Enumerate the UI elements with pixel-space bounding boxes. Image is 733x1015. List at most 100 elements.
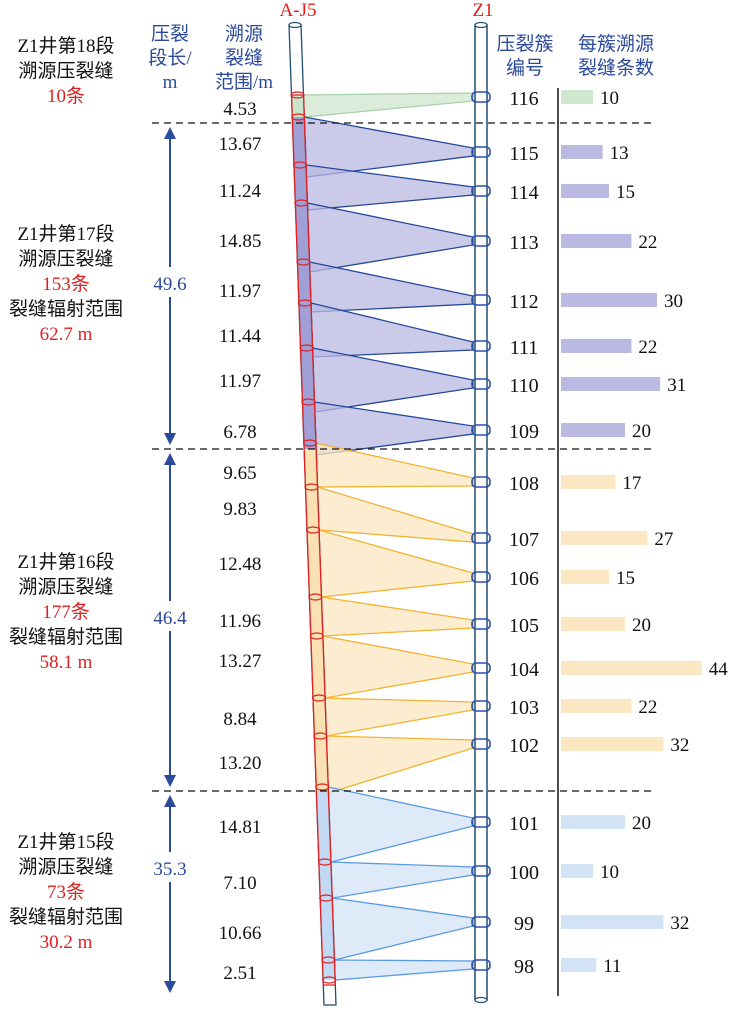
cluster-marker-113	[471, 235, 491, 247]
fracture-count-label: 22	[638, 337, 657, 358]
cluster-marker-98	[471, 959, 491, 971]
stage-title: Z1井第16段	[17, 551, 114, 573]
well-z1-tube	[474, 24, 488, 1001]
fracture-count-label: 27	[654, 529, 673, 550]
fracture-count-bar-103	[561, 699, 632, 713]
trace-range-label: 8.84	[223, 709, 257, 730]
fracture-fan-111	[310, 302, 474, 358]
fracture-count-bar-112	[561, 293, 657, 307]
cluster-id-label: 107	[509, 529, 539, 551]
trace-range-label: 10.66	[219, 923, 262, 944]
arrow-down-icon	[164, 981, 176, 993]
header-fractures-per-cluster: 每簇溯源	[578, 33, 654, 55]
fracture-fan-104	[322, 635, 474, 699]
cluster-id-label: 114	[509, 182, 538, 204]
fracture-count-label: 30	[664, 291, 683, 312]
fracture-fan-105	[320, 596, 474, 637]
fracture-count-label: 22	[638, 697, 657, 718]
stage-subtitle: 溯源压裂缝	[18, 60, 113, 82]
trace-range-label: 13.27	[219, 651, 262, 672]
well-a-j5-ring	[308, 593, 323, 601]
well-a-j5-top	[288, 21, 302, 29]
labels: 1011613115151142211330112221113111020109…	[9, 0, 728, 984]
fracture-fan-110	[311, 347, 474, 413]
well-a-j5-ring	[313, 732, 328, 740]
fracture-count-bar-110	[561, 377, 661, 391]
trace-range-label: 11.97	[219, 281, 261, 302]
fracture-count-bar-116	[561, 90, 593, 104]
cluster-marker-116	[471, 91, 491, 103]
well-a-j5-ring	[301, 398, 316, 406]
fracture-fan-100	[330, 861, 474, 899]
trace-range-label: 11.44	[219, 326, 262, 347]
fracture-fans	[302, 92, 474, 981]
header-cluster-number: 压裂簇	[496, 33, 553, 55]
fracture-count-label: 44	[709, 659, 729, 680]
well-a-j5-ring	[296, 258, 311, 266]
well-a-j5-ring	[299, 344, 314, 352]
wells	[152, 21, 702, 1006]
trace-range-label: 14.85	[219, 231, 262, 252]
header-cluster-number: 编号	[506, 57, 544, 79]
stage-subtitle: 溯源压裂缝	[18, 856, 113, 878]
well-a-j5-ring	[290, 91, 305, 99]
stage-subtitle: 溯源压裂缝	[18, 576, 113, 598]
stage-radius-label: 裂缝辐射范围	[9, 906, 123, 928]
cluster-marker-101	[471, 816, 491, 828]
stage-length-label: 46.4	[153, 608, 187, 629]
cluster-id-label: 106	[509, 568, 539, 590]
stage-radius-value: 58.1 m	[40, 652, 93, 673]
cluster-marker-112	[471, 294, 491, 306]
fracture-count-bar-100	[561, 864, 593, 878]
fracture-fan-116	[302, 92, 474, 118]
fracture-count-bar-106	[561, 570, 609, 584]
fracture-count-bar-113	[561, 234, 632, 248]
arrow-down-icon	[164, 433, 176, 445]
cluster-id-label: 105	[509, 615, 539, 637]
fracture-fan-98	[333, 959, 474, 981]
cluster-marker-105	[471, 618, 491, 630]
cluster-id-label: 113	[509, 232, 538, 254]
cluster-id-label: 108	[509, 473, 539, 495]
trace-range-label: 2.51	[223, 963, 256, 984]
stage-fracture-count: 153条	[42, 273, 90, 295]
stage-fracture-count: 177条	[42, 601, 90, 623]
well-a-j5-ring	[292, 161, 308, 169]
cluster-marker-100	[471, 865, 491, 877]
trace-range-label: 12.48	[219, 554, 262, 575]
fracture-count-label: 15	[616, 568, 635, 589]
well-a-j5-segment-stage16	[304, 449, 329, 791]
fracture-count-label: 20	[632, 421, 651, 442]
fracture-count-bar-109	[561, 423, 625, 437]
trace-range-label: 9.83	[223, 499, 256, 520]
cluster-id-label: 99	[514, 913, 534, 935]
well-a-j5-ring	[291, 113, 306, 121]
fracture-count-label: 10	[600, 862, 619, 883]
cluster-id-label: 100	[509, 862, 539, 884]
well-a-j5-ring	[302, 439, 318, 447]
fracture-fan-103	[324, 697, 474, 737]
fracture-count-bar-98	[561, 958, 597, 972]
cluster-marker-106	[471, 571, 491, 583]
header-trace-range: 溯源	[225, 23, 263, 45]
fracture-fan-109	[313, 401, 474, 456]
stage-length-label: 49.6	[153, 274, 186, 295]
fracture-count-label: 20	[632, 615, 651, 636]
trace-range-label: 11.97	[219, 371, 261, 392]
header-stage-length: 压裂	[151, 23, 189, 45]
fracture-count-bar-107	[561, 531, 648, 545]
fracture-count-bar-104	[561, 661, 702, 675]
cluster-id-label: 111	[510, 337, 539, 359]
stage-title: Z1井第15段	[17, 831, 114, 853]
cluster-id-label: 109	[509, 421, 539, 443]
fracture-count-bar-105	[561, 617, 625, 631]
fracture-count-bar-115	[561, 145, 603, 159]
well-a-j5-ring	[322, 976, 337, 984]
fracture-count-bar-111	[561, 339, 632, 353]
well-a-j5-ring	[317, 858, 332, 866]
header-stage-length: 段长/	[148, 47, 192, 69]
well-a-j5-ring	[297, 299, 313, 307]
arrow-down-icon	[164, 775, 176, 787]
trace-range-label: 9.65	[223, 463, 256, 484]
